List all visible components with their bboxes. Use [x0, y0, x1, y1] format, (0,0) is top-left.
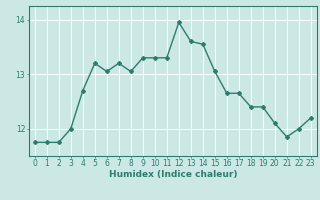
X-axis label: Humidex (Indice chaleur): Humidex (Indice chaleur) — [108, 170, 237, 179]
